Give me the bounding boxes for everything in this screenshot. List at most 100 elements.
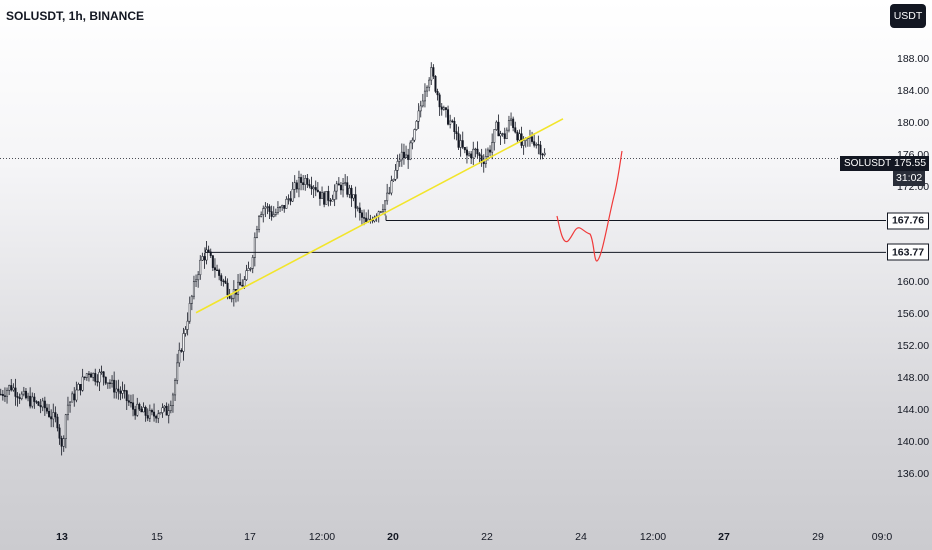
candle-body (161, 407, 164, 413)
candle-body (342, 183, 345, 191)
candle-body (531, 136, 534, 142)
candle-body (512, 118, 515, 128)
candle-body (442, 107, 445, 110)
candle-body (83, 376, 86, 378)
candle-body (295, 182, 298, 190)
candle-body (436, 91, 439, 96)
candle-body (386, 192, 389, 202)
candle-body (75, 389, 78, 401)
candle-body (54, 412, 57, 418)
candle-body (510, 118, 513, 121)
candle-body (41, 400, 44, 408)
candle-body (478, 153, 481, 156)
candle-body (476, 148, 479, 155)
candle-body (266, 206, 269, 208)
candle-body (211, 255, 214, 268)
candle-body (398, 159, 401, 162)
currency-button[interactable]: USDT (890, 4, 926, 28)
candle-body (12, 387, 15, 391)
candle-body (45, 407, 48, 412)
candle-body (287, 198, 290, 200)
candle-body (43, 400, 46, 409)
candle-body (73, 393, 76, 401)
candle-body (213, 267, 216, 271)
candle-body (146, 415, 149, 419)
candle-body (314, 187, 317, 191)
candle-body (37, 401, 40, 406)
symbol-title: SOLUSDT, 1h, BINANCE (6, 9, 145, 23)
candle-body (350, 187, 353, 199)
candle-body (411, 139, 414, 144)
candle-body (8, 385, 11, 391)
candle-body (243, 279, 246, 287)
candle-body (216, 269, 219, 271)
candle-body (58, 427, 61, 439)
y-tick-label: 140.00 (897, 436, 930, 449)
candle-body (123, 390, 126, 392)
candle-body (203, 256, 206, 261)
candle-body (35, 401, 38, 403)
candle-body (352, 194, 355, 199)
candle-body (85, 373, 88, 378)
candle-body (465, 149, 468, 156)
candle-body (400, 151, 403, 161)
candle-body (224, 280, 227, 284)
candle-body (6, 390, 9, 397)
candle-body (102, 371, 105, 378)
candle-body (482, 161, 485, 165)
candle-body (541, 154, 544, 156)
candle-body (409, 142, 412, 160)
candle-body (180, 349, 183, 352)
candle-body (533, 141, 536, 146)
candle-body (165, 405, 168, 416)
candle-body (245, 270, 248, 280)
candle-body (159, 412, 162, 415)
candle-body (50, 416, 53, 420)
candle-body (113, 379, 116, 393)
candle-body (291, 189, 294, 202)
level-price-tag: 163.77 (887, 243, 929, 261)
candle-body (516, 131, 519, 141)
candle-body (117, 388, 120, 392)
candle-body (136, 403, 139, 416)
candle-body (92, 373, 95, 378)
candle-body (0, 393, 2, 396)
candle-body (33, 396, 36, 402)
candle-body (87, 373, 90, 375)
current-price-tag: 175.55 (891, 156, 930, 171)
candle-body (407, 154, 410, 160)
candle-body (205, 249, 208, 261)
candle-body (90, 373, 93, 378)
candle-body (69, 401, 72, 406)
candle-body (316, 189, 319, 192)
x-tick-label: 12:00 (639, 531, 667, 543)
candle-body (62, 438, 65, 447)
candle-body (390, 180, 393, 194)
candle-body (20, 393, 23, 399)
candle-body (302, 182, 305, 185)
candle-body (197, 274, 200, 281)
candle-body (220, 275, 223, 282)
candle-body (239, 281, 242, 286)
y-tick-label: 156.00 (897, 308, 930, 321)
candle-body (237, 281, 240, 295)
candle-body (356, 207, 359, 209)
candle-body (468, 153, 471, 156)
candle-body (148, 410, 151, 419)
candle-body (71, 393, 74, 403)
candle-body (218, 269, 221, 276)
x-tick-label: 22 (481, 531, 493, 543)
candle-body (417, 110, 420, 122)
candle-body (493, 129, 496, 143)
candle-body (253, 237, 256, 258)
candle-body (318, 191, 321, 199)
candle-body (31, 396, 34, 407)
candle-body (79, 384, 82, 391)
candle-body (186, 320, 189, 330)
projection-path (556, 150, 623, 262)
candle-body (297, 177, 300, 190)
candle-body (264, 206, 267, 209)
candle-body (499, 133, 502, 137)
candle-body (455, 131, 458, 134)
